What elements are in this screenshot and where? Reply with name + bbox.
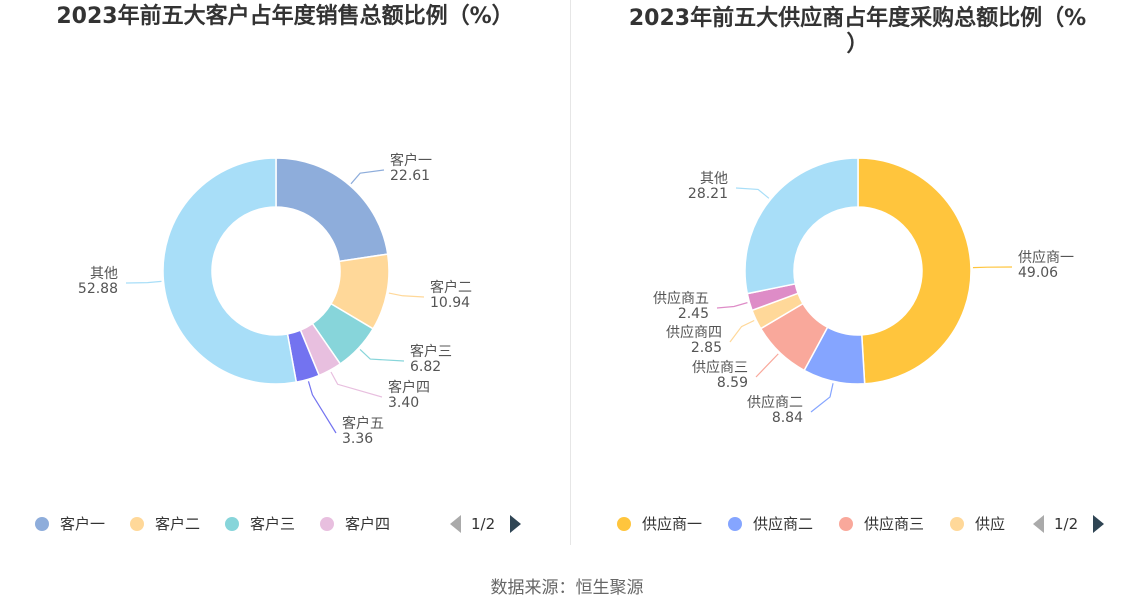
customer-slice-label-1: 客户一	[390, 152, 432, 169]
supplier-leader-line-5	[716, 302, 748, 309]
customer-slice-label-5: 客户五	[342, 415, 384, 432]
supplier-leader-line-2	[810, 383, 834, 413]
supplier-legend-page-indicator: 1/2	[1054, 515, 1078, 533]
supplier-legend-label-4[interactable]: 供应	[975, 515, 1005, 533]
supplier-chart-title: 2023年前五大供应商占年度采购总额比例（% ）	[601, 6, 1114, 58]
supplier-legend-marker-1[interactable]	[617, 517, 631, 531]
supplier-leader-line-1	[972, 266, 1013, 269]
supplier-slice-value-6: 28.21	[688, 186, 728, 202]
customer-slice-value-4: 3.40	[388, 395, 419, 411]
supplier-slice-value-5: 2.45	[678, 306, 709, 322]
supplier-slice-value-4: 2.85	[691, 340, 722, 356]
customer-legend-label-1[interactable]: 客户一	[60, 515, 105, 533]
supplier-slice-6[interactable]	[744, 157, 859, 295]
customer-leader-line-5	[307, 381, 337, 434]
supplier-legend-marker-4[interactable]	[950, 517, 964, 531]
customer-slice-label-4: 客户四	[388, 379, 430, 396]
supplier-legend-marker-2[interactable]	[728, 517, 742, 531]
supplier-donut-chart: 供应商一49.06供应商二8.84供应商三8.59供应商四2.85供应商五2.4…	[617, 157, 1104, 533]
customer-leader-line-4	[330, 371, 383, 398]
customer-slice-label-3: 客户三	[410, 343, 452, 360]
customer-legend-marker-1[interactable]	[35, 517, 49, 531]
customer-legend-marker-2[interactable]	[130, 517, 144, 531]
customer-donut-chart: 客户一22.61客户二10.94客户三6.82客户四3.40客户五3.36其他5…	[35, 152, 521, 533]
supplier-legend-label-1[interactable]: 供应商一	[642, 515, 702, 533]
customer-slice-value-1: 22.61	[390, 168, 430, 184]
customer-slice-value-3: 6.82	[410, 359, 441, 375]
customer-legend-label-4[interactable]: 客户四	[345, 515, 390, 533]
supplier-leader-line-3	[755, 353, 779, 378]
supplier-slice-value-3: 8.59	[717, 375, 748, 391]
customer-legend-label-2[interactable]: 客户二	[155, 515, 200, 533]
customer-chart-title: 2023年前五大客户占年度销售总额比例（%）	[56, 4, 514, 29]
supplier-slice-1[interactable]	[857, 157, 972, 385]
customer-slice-label-6: 其他	[90, 266, 118, 282]
customer-slice-value-5: 3.36	[342, 431, 373, 447]
data-source: 数据来源：恒生聚源	[490, 578, 644, 598]
customer-leader-line-6	[125, 280, 162, 284]
customer-legend-page-indicator: 1/2	[471, 515, 495, 533]
customer-legend-marker-3[interactable]	[225, 517, 239, 531]
supplier-leader-line-6	[735, 187, 770, 199]
supplier-legend-next-icon[interactable]	[1093, 515, 1104, 533]
panel-divider	[570, 0, 571, 545]
supplier-chart-panel: 2023年前五大供应商占年度采购总额比例（% ） 供应商一 49.06 供应商二 8.…	[571, 0, 1134, 545]
supplier-legend-prev-icon[interactable]	[1033, 515, 1044, 533]
customer-chart-panel: 2023年前五大客户占年度销售总额比例（%） 客户一 22.61 客户二 10.94 客…	[0, 0, 570, 545]
customer-slice-value-2: 10.94	[430, 295, 470, 311]
supplier-legend-label-3[interactable]: 供应商三	[864, 515, 924, 533]
customer-slice-label-2: 客户二	[430, 279, 472, 296]
supplier-title-line2: ）	[846, 32, 869, 57]
customer-leader-line-1	[350, 169, 385, 185]
customer-legend-marker-4[interactable]	[320, 517, 334, 531]
customer-leader-line-3	[359, 349, 405, 362]
supplier-slice-label-3: 供应商三	[692, 359, 748, 376]
customer-slice-value-6: 52.88	[78, 281, 118, 297]
supplier-title-line1: 2023年前五大供应商占年度采购总额比例（%	[628, 6, 1087, 31]
supplier-legend-marker-3[interactable]	[839, 517, 853, 531]
customer-legend-prev-icon[interactable]	[450, 515, 461, 533]
supplier-slice-label-2: 供应商二	[747, 394, 803, 411]
customer-legend-label-3[interactable]: 客户三	[250, 515, 295, 533]
customer-legend-next-icon[interactable]	[510, 515, 521, 533]
supplier-legend-label-2[interactable]: 供应商二	[753, 515, 813, 533]
customer-slice-6[interactable]	[162, 157, 298, 385]
supplier-slice-label-6: 其他	[700, 171, 728, 187]
customer-slice-1[interactable]	[275, 157, 389, 263]
supplier-slice-label-1: 供应商一	[1018, 249, 1074, 266]
supplier-slice-value-1: 49.06	[1018, 265, 1058, 281]
supplier-slice-label-4: 供应商四	[666, 324, 722, 341]
supplier-slice-value-2: 8.84	[772, 410, 803, 426]
supplier-slice-label-5: 供应商五	[653, 290, 709, 307]
supplier-leader-line-4	[729, 319, 755, 343]
customer-leader-line-2	[388, 292, 425, 298]
